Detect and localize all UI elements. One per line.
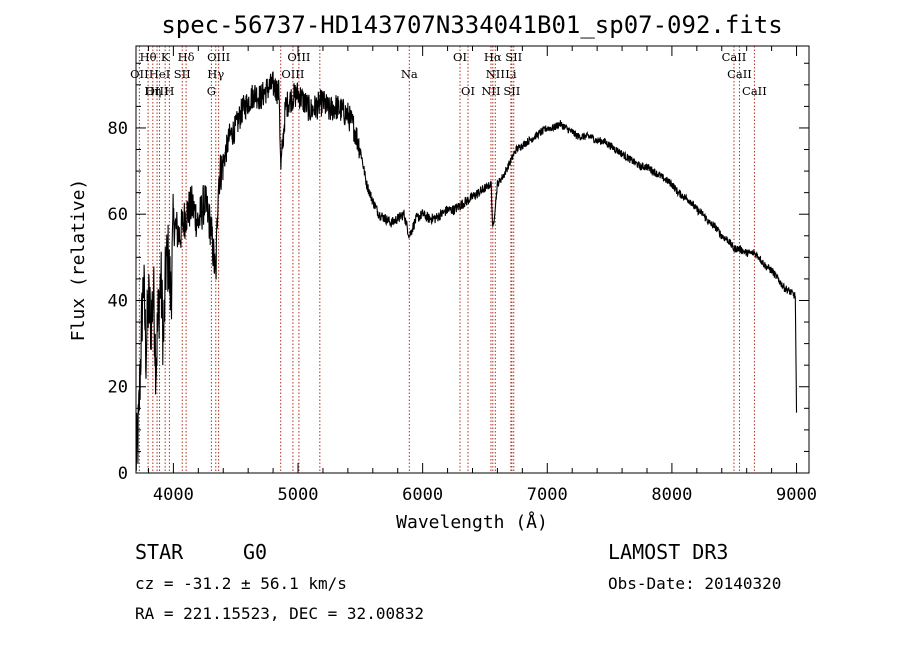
x-tick-label-7000: 7000 xyxy=(527,485,568,505)
y-axis-ticks: 0 20 40 60 80 xyxy=(108,62,809,484)
chart-title: spec-56737-HD143707N334041B01_sp07-092.f… xyxy=(161,11,782,39)
line-label-2: Hδ xyxy=(178,50,195,64)
coordinates-text: RA = 221.15523, DEC = 32.00832 xyxy=(135,604,424,623)
x-tick-label-4000: 4000 xyxy=(153,485,194,505)
y-tick-label-20: 20 xyxy=(108,378,128,398)
y-axis-label: Flux (relative) xyxy=(68,179,89,342)
line-label-13: OIII xyxy=(281,67,304,81)
spectrum-series xyxy=(135,71,798,471)
line-label-0: Hθ xyxy=(140,50,157,64)
object-class: STAR xyxy=(135,540,184,564)
line-label-12: Hγ xyxy=(207,67,224,81)
x-axis-ticks: 4000 5000 6000 7000 8000 9000 xyxy=(147,46,817,505)
y-tick-label-0: 0 xyxy=(118,464,128,484)
line-label-22: OI xyxy=(461,84,475,98)
redshift-text: cz = -31.2 ± 56.1 km/s xyxy=(135,574,347,593)
line-label-25: CaII xyxy=(742,84,767,98)
line-label-19: Hη xyxy=(144,84,161,98)
line-label-14: Na xyxy=(401,67,418,81)
y-tick-label-80: 80 xyxy=(108,119,128,139)
line-label-21: G xyxy=(207,84,216,98)
plot-frame xyxy=(135,45,810,474)
line-label-5: OI xyxy=(453,50,467,64)
line-label-4: OIII xyxy=(287,50,310,64)
line-label-18: OIII xyxy=(146,84,169,98)
line-label-10: HeI xyxy=(149,67,170,81)
y-tick-label-40: 40 xyxy=(108,291,128,311)
line-label-6: Hα xyxy=(484,50,502,64)
y-tick-label-60: 60 xyxy=(108,205,128,225)
survey-name: LAMOST DR3 xyxy=(608,540,728,564)
line-label-1: K xyxy=(161,50,170,64)
x-tick-label-8000: 8000 xyxy=(651,485,692,505)
line-label-3: OIII xyxy=(207,50,230,64)
line-label-20: H xyxy=(164,84,174,98)
line-label-17: CaII xyxy=(727,67,752,81)
line-label-9: OII xyxy=(130,67,149,81)
line-label-7: SII xyxy=(505,50,522,64)
line-label-11: SII xyxy=(174,67,191,81)
line-label-24: SII xyxy=(503,84,520,98)
x-tick-label-5000: 5000 xyxy=(278,485,319,505)
x-axis-label: Wavelength (Å) xyxy=(396,511,548,533)
object-subclass: G0 xyxy=(243,540,267,564)
line-label-15: NII xyxy=(486,67,505,81)
x-tick-label-9000: 9000 xyxy=(776,485,817,505)
spectrum-line xyxy=(135,71,798,471)
line-markers xyxy=(138,46,755,473)
line-label-16: Li xyxy=(505,67,517,81)
line-label-8: CaII xyxy=(722,50,747,64)
line-label-23: NII xyxy=(481,84,500,98)
obs-date: Obs-Date: 20140320 xyxy=(608,574,781,593)
x-tick-label-6000: 6000 xyxy=(402,485,443,505)
